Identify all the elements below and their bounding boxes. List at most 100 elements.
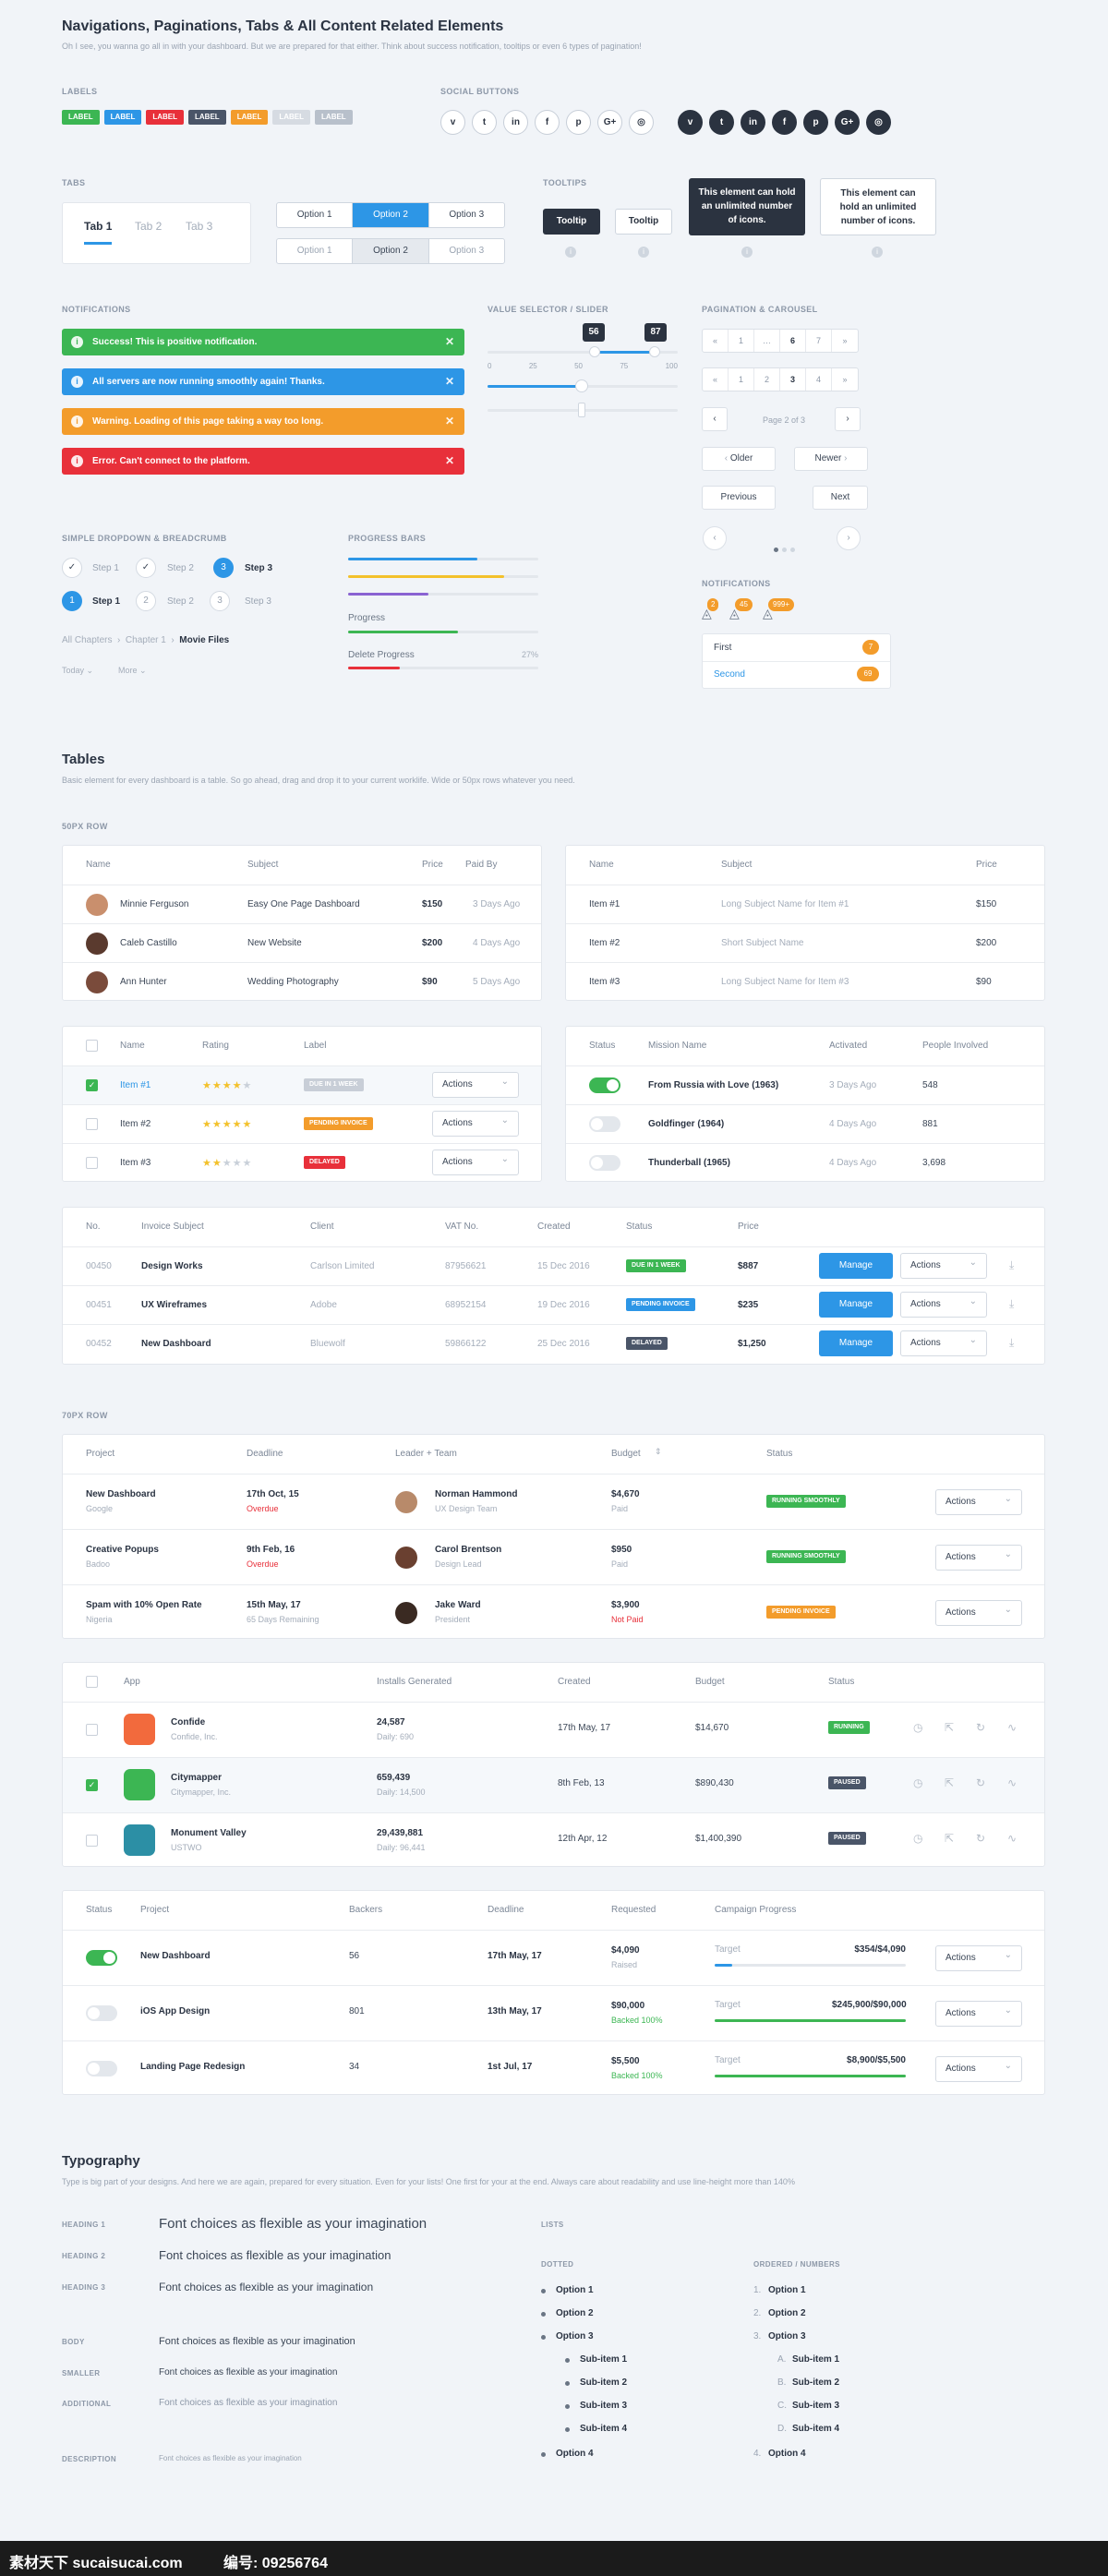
breadcrumb-item[interactable]: All Chapters: [62, 635, 113, 645]
page-next-button[interactable]: ›: [835, 407, 861, 431]
close-icon[interactable]: ✕: [444, 375, 454, 388]
close-icon[interactable]: ✕: [444, 415, 454, 427]
manage-button[interactable]: Manage: [819, 1330, 893, 1356]
download-icon[interactable]: ⤓: [1009, 1297, 1015, 1310]
social-button-dark-6[interactable]: ◎: [866, 110, 891, 135]
actions-dropdown[interactable]: Actions: [900, 1251, 987, 1279]
tab-1[interactable]: Tab 1: [84, 220, 113, 233]
seg2-option-3[interactable]: Option 3: [449, 246, 485, 256]
manage-button[interactable]: Manage: [819, 1292, 893, 1318]
next-button[interactable]: Next: [813, 486, 868, 510]
bell-icon[interactable]: ◬: [702, 606, 712, 620]
select-all-checkbox[interactable]: [86, 1676, 98, 1688]
info-icon[interactable]: i: [872, 247, 883, 258]
user-icon[interactable]: ◬: [763, 606, 773, 620]
carousel-dot[interactable]: [774, 548, 778, 552]
status-toggle[interactable]: [86, 2061, 117, 2076]
clock-icon[interactable]: ◷: [913, 1721, 923, 1734]
carousel-next-icon[interactable]: ›: [837, 526, 861, 550]
notif-item-second[interactable]: Second: [714, 669, 745, 680]
social-button-1[interactable]: t: [472, 110, 497, 135]
status-toggle[interactable]: [86, 2005, 117, 2021]
seg2-option-1[interactable]: Option 1: [277, 239, 354, 263]
activity-icon[interactable]: ∿: [1007, 1832, 1018, 1845]
social-button-2[interactable]: in: [503, 110, 528, 135]
seg-option-2[interactable]: Option 2: [353, 203, 429, 227]
row-checkbox[interactable]: [86, 1835, 98, 1847]
close-icon[interactable]: ✕: [444, 454, 454, 467]
clock-icon[interactable]: ◷: [913, 1776, 923, 1789]
info-icon[interactable]: i: [741, 247, 753, 258]
actions-dropdown[interactable]: Actions: [935, 2054, 1022, 2082]
actions-dropdown[interactable]: Actions: [900, 1290, 987, 1318]
actions-dropdown[interactable]: Actions: [935, 1598, 1022, 1626]
newer-button[interactable]: Newer ›: [794, 447, 868, 471]
breadcrumb-item[interactable]: Chapter 1: [125, 635, 166, 645]
dropdown-more[interactable]: More ⌄: [118, 666, 147, 675]
dropdown-today[interactable]: Today ⌄: [62, 666, 94, 675]
range-slider-track[interactable]: [488, 351, 678, 354]
chat-icon[interactable]: ◬: [729, 606, 740, 620]
page-next[interactable]: »: [842, 336, 848, 345]
page-prev-button[interactable]: ‹: [702, 407, 728, 431]
social-button-3[interactable]: f: [535, 110, 560, 135]
row-checkbox[interactable]: ✓: [86, 1779, 98, 1791]
share-icon[interactable]: ⇱: [945, 1832, 955, 1845]
page-number[interactable]: 4: [806, 368, 832, 391]
social-button-0[interactable]: v: [440, 110, 465, 135]
status-toggle[interactable]: [589, 1077, 620, 1093]
actions-dropdown[interactable]: Actions: [432, 1148, 519, 1175]
download-icon[interactable]: ⤓: [1009, 1258, 1015, 1271]
status-toggle[interactable]: [589, 1116, 620, 1132]
tab-2[interactable]: Tab 2: [135, 220, 163, 233]
select-all-checkbox[interactable]: [86, 1040, 98, 1052]
actions-dropdown[interactable]: Actions: [900, 1329, 987, 1356]
share-icon[interactable]: ⇱: [945, 1776, 955, 1789]
actions-dropdown[interactable]: Actions: [935, 1487, 1022, 1515]
share-icon[interactable]: ⇱: [945, 1721, 955, 1734]
page-number[interactable]: 1: [729, 330, 754, 352]
actions-dropdown[interactable]: Actions: [935, 1543, 1022, 1571]
page-next[interactable]: »: [842, 375, 848, 384]
close-icon[interactable]: ✕: [444, 335, 454, 348]
social-button-6[interactable]: ◎: [629, 110, 654, 135]
slider-handle[interactable]: [575, 379, 588, 392]
slider-handle[interactable]: [578, 403, 585, 417]
page-number[interactable]: 3: [780, 368, 806, 391]
cell-name[interactable]: Item #3: [120, 1158, 151, 1168]
social-button-dark-1[interactable]: t: [709, 110, 734, 135]
page-number[interactable]: 2: [754, 368, 780, 391]
page-prev[interactable]: «: [703, 368, 729, 391]
refresh-icon[interactable]: ↻: [976, 1832, 986, 1845]
activity-icon[interactable]: ∿: [1007, 1776, 1018, 1789]
social-button-dark-3[interactable]: f: [772, 110, 797, 135]
clock-icon[interactable]: ◷: [913, 1832, 923, 1845]
social-button-5[interactable]: G+: [597, 110, 622, 135]
slider-handle[interactable]: [649, 346, 660, 357]
cell-name[interactable]: Item #2: [120, 1119, 151, 1129]
page-number[interactable]: 6: [780, 330, 806, 352]
slider-handle[interactable]: [589, 346, 600, 357]
carousel-dot[interactable]: [790, 548, 795, 552]
actions-dropdown[interactable]: Actions: [935, 1944, 1022, 1971]
activity-icon[interactable]: ∿: [1007, 1721, 1018, 1734]
cell-name[interactable]: Item #1: [120, 1080, 151, 1090]
actions-dropdown[interactable]: Actions: [432, 1109, 519, 1137]
row-checkbox[interactable]: [86, 1118, 98, 1130]
notif-item-first[interactable]: First: [714, 643, 732, 653]
page-number[interactable]: 1: [729, 368, 754, 391]
page-prev[interactable]: «: [703, 330, 729, 352]
social-button-dark-4[interactable]: p: [803, 110, 828, 135]
social-button-dark-5[interactable]: G+: [835, 110, 860, 135]
row-checkbox[interactable]: [86, 1724, 98, 1736]
previous-button[interactable]: Previous: [702, 486, 776, 510]
carousel-prev-icon[interactable]: ‹: [703, 526, 727, 550]
info-icon[interactable]: i: [565, 247, 576, 258]
older-button[interactable]: ‹ Older: [702, 447, 776, 471]
carousel-dot[interactable]: [782, 548, 787, 552]
refresh-icon[interactable]: ↻: [976, 1721, 986, 1734]
social-button-4[interactable]: p: [566, 110, 591, 135]
info-icon[interactable]: i: [638, 247, 649, 258]
refresh-icon[interactable]: ↻: [976, 1776, 986, 1789]
sort-icon[interactable]: ⇕: [655, 1447, 662, 1456]
